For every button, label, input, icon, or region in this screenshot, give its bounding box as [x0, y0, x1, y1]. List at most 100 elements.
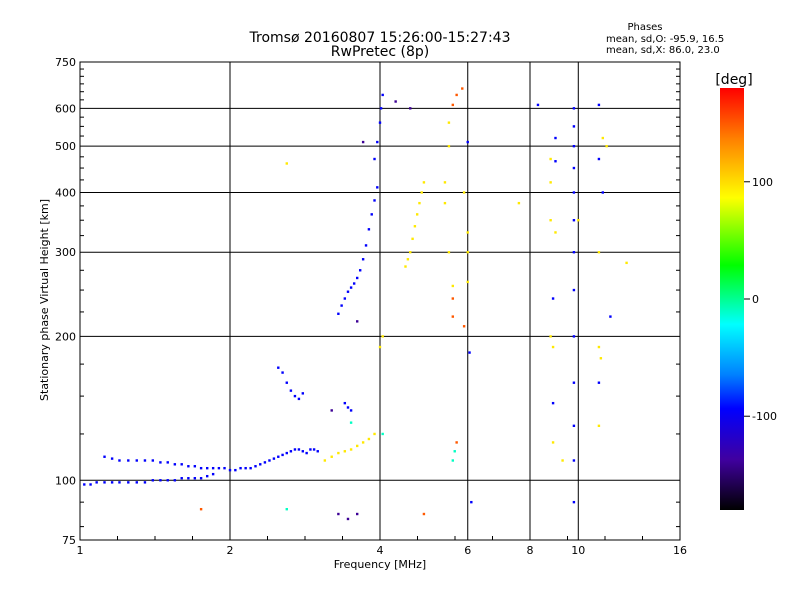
data-point	[551, 345, 555, 349]
data-point	[95, 481, 98, 484]
data-point	[297, 397, 301, 401]
data-point	[551, 401, 555, 405]
data-point	[349, 286, 353, 289]
data-point	[551, 297, 555, 300]
data-point	[135, 459, 138, 462]
data-point	[409, 251, 412, 254]
data-point	[205, 466, 209, 470]
data-point	[285, 381, 288, 384]
data-point	[361, 258, 365, 261]
data-point	[118, 459, 121, 462]
data-point	[268, 459, 271, 462]
data-point	[370, 213, 373, 216]
data-point	[110, 481, 114, 484]
y-tick-label: 200	[55, 330, 76, 343]
data-point	[217, 466, 221, 470]
data-point	[554, 231, 557, 234]
data-point	[340, 304, 343, 307]
data-point	[572, 166, 576, 170]
x-tick-label: 6	[464, 544, 471, 557]
data-point	[376, 140, 379, 144]
data-point	[301, 450, 305, 453]
data-point	[561, 459, 564, 462]
data-point	[187, 477, 190, 480]
data-point	[373, 199, 376, 202]
data-point	[343, 401, 347, 405]
data-point	[572, 251, 576, 254]
data-point	[211, 466, 215, 470]
data-point	[415, 213, 419, 216]
data-point	[127, 459, 130, 462]
data-point	[199, 507, 203, 511]
data-point	[254, 465, 257, 468]
data-point	[572, 288, 576, 292]
data-point	[110, 457, 114, 460]
data-point	[309, 448, 312, 451]
data-point	[572, 500, 576, 504]
y-tick-label: 750	[55, 56, 76, 69]
colorbar-tick-label: 100	[752, 176, 773, 189]
data-point	[468, 351, 471, 354]
y-tick-label: 500	[55, 140, 76, 153]
data-point	[378, 345, 382, 349]
data-point	[211, 472, 215, 476]
data-point	[305, 451, 308, 455]
data-point	[517, 201, 521, 205]
data-point	[285, 162, 288, 165]
data-point	[597, 251, 601, 254]
data-point	[466, 140, 469, 144]
data-point	[406, 258, 410, 261]
data-point	[135, 481, 138, 484]
data-point	[361, 140, 365, 144]
data-point	[349, 421, 353, 424]
colorbar	[720, 88, 744, 510]
data-point	[536, 103, 540, 107]
data-point	[554, 136, 557, 140]
data-point	[193, 465, 197, 468]
data-point	[289, 389, 293, 392]
data-point	[103, 455, 106, 458]
data-point	[337, 312, 340, 315]
data-point	[597, 103, 601, 107]
phase-line-o: mean, sd,O: -95.9, 16.5	[606, 34, 724, 45]
data-point	[355, 276, 359, 280]
y-tick-label: 100	[55, 474, 76, 487]
data-point	[355, 320, 359, 323]
data-point	[316, 450, 319, 453]
data-point	[462, 325, 466, 328]
data-point	[601, 191, 605, 194]
data-point	[346, 517, 350, 521]
data-point	[330, 409, 333, 412]
data-point	[277, 455, 280, 458]
data-point	[451, 297, 455, 300]
data-point	[470, 500, 473, 504]
data-point	[597, 345, 601, 349]
x-tick-label: 10	[571, 544, 585, 557]
data-point	[447, 144, 451, 148]
data-point	[549, 335, 552, 338]
data-point	[234, 468, 237, 472]
data-point	[549, 181, 552, 184]
data-point	[422, 512, 426, 516]
data-point	[411, 237, 414, 241]
data-point	[597, 424, 601, 428]
data-point	[277, 366, 280, 369]
x-tick-label: 16	[673, 544, 687, 557]
data-point	[379, 107, 383, 110]
data-point	[605, 144, 608, 148]
data-point	[293, 394, 297, 398]
colorbar-label: [deg]	[715, 72, 752, 88]
data-point	[447, 251, 451, 254]
data-point	[349, 409, 353, 412]
data-point	[180, 463, 183, 466]
data-point	[352, 282, 356, 285]
data-point	[166, 461, 169, 464]
data-point	[394, 100, 397, 103]
data-point	[572, 191, 576, 194]
data-point	[355, 512, 359, 516]
data-point	[337, 451, 340, 455]
data-point	[418, 201, 421, 205]
data-point	[343, 450, 347, 453]
data-point	[343, 297, 347, 300]
data-point	[285, 451, 288, 455]
